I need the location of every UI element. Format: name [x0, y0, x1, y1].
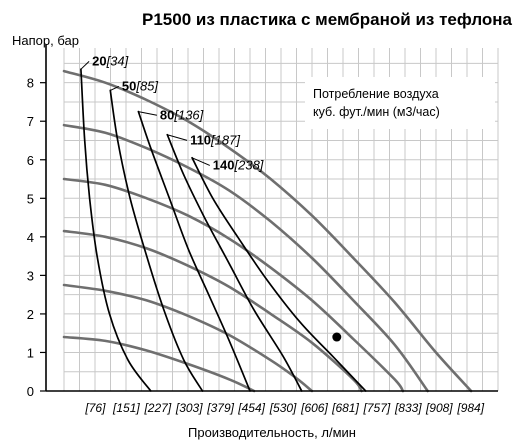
air-curve-50 [109, 89, 204, 392]
y-tick-label: 7 [27, 114, 34, 129]
x-tick-label: [379] [206, 401, 234, 415]
y-tick-label: 3 [27, 268, 34, 283]
air-curve-110 [166, 133, 303, 392]
air-curve-leader-140 [191, 157, 210, 166]
x-tick-label: [681] [331, 401, 359, 415]
air-curve-leader-80 [138, 111, 157, 116]
pressure-curve-2 [62, 123, 429, 393]
y-tick-labels: 0 1 2 3 4 5 6 7 8 [27, 76, 46, 399]
y-tick-label: 5 [27, 191, 34, 206]
x-tick-label: [76] [84, 401, 106, 415]
pressure-curve-1 [62, 69, 473, 393]
air-curve-80 [137, 110, 251, 392]
x-tick-label: [757] [363, 401, 391, 415]
x-tick-label: [908] [425, 401, 453, 415]
y-axis-label: Напор, бар [12, 33, 79, 48]
legend-line-2: куб. фут./мин (м3/час) [313, 105, 440, 119]
x-tick-labels: [76] [151] [227] [303] [379] [454] [530] [606][… [84, 401, 484, 415]
y-tick-label: 0 [27, 384, 34, 399]
air-curve-leader-110 [167, 134, 188, 141]
x-axis-label: Производительность, л/мин [188, 425, 356, 440]
x-tick-label: [151] [112, 401, 140, 415]
x-tick-label: [454] [237, 401, 265, 415]
y-tick-label: 6 [27, 153, 34, 168]
air-curve-leader-50 [110, 85, 120, 91]
air-curve-20 [80, 68, 152, 392]
x-tick-label: [530] [269, 401, 297, 415]
y-tick-label: 1 [27, 345, 34, 360]
x-tick-label: [606] [300, 401, 328, 415]
y-tick-label: 2 [27, 307, 34, 322]
air-curve-label-110: 110[187] [190, 132, 240, 147]
pressure-curve-4 [62, 229, 363, 393]
operating-point-layer [332, 332, 342, 342]
air-curve-label-20: 20[34] [92, 53, 129, 68]
x-tick-label: [833] [394, 401, 422, 415]
chart-title: P1500 из пластика с мембраной из тефлона [142, 10, 513, 29]
legend-line-1: Потребление воздуха [313, 87, 439, 101]
air-consumption-curves [80, 68, 367, 392]
curve-labels: 20[34] 50[85]80[136] 110[187] 140[238] [80, 53, 264, 172]
operating-point [332, 332, 342, 342]
y-tick-label: 4 [27, 230, 34, 245]
pressure-curve-3 [62, 177, 405, 393]
x-tick-label: [227] [143, 401, 171, 415]
air-curve-label-50: 50[85] [122, 78, 159, 93]
legend: Потребление воздуха куб. фут./мин (м3/ча… [305, 77, 495, 129]
legend-box [305, 77, 495, 129]
y-tick-label: 8 [27, 76, 34, 91]
air-curve-label-80: 80[136] [160, 107, 204, 122]
x-tick-label: [303] [175, 401, 203, 415]
pressure-curve-6 [62, 335, 256, 393]
air-curve-leader-20 [80, 60, 90, 70]
air-curve-140 [191, 156, 367, 392]
pressure-curves [62, 69, 473, 393]
air-curve-label-140: 140[238] [213, 157, 264, 172]
axes [45, 44, 498, 392]
x-tick-label: [984] [456, 401, 484, 415]
